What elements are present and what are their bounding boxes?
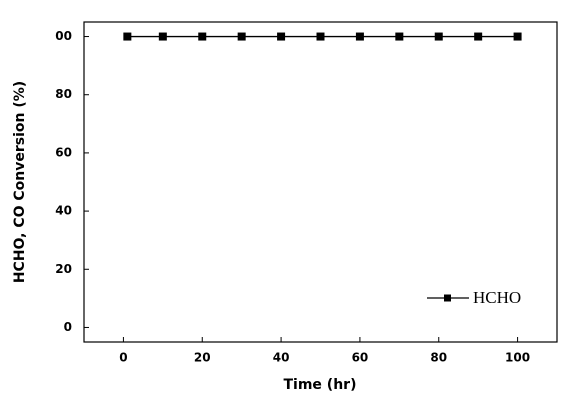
x-tick-label: 60 [352, 351, 369, 365]
legend-label: HCHO [473, 288, 521, 307]
point [513, 32, 522, 41]
y-tick-label: 80 [55, 87, 72, 101]
point [198, 32, 207, 41]
plot-frame [83, 21, 558, 343]
y-axis-label: HCHO, CO Conversion (%) [12, 81, 28, 283]
x-tick-label: 40 [273, 351, 290, 365]
x-tick-label: 100 [505, 351, 530, 365]
point [123, 32, 132, 41]
point [158, 32, 167, 41]
y-tick-label: 20 [55, 262, 72, 276]
y-tick-label: 00 [55, 29, 72, 43]
point [237, 32, 246, 41]
point [316, 32, 325, 41]
x-tick-label: 20 [194, 351, 211, 365]
point [277, 32, 286, 41]
x-tick-label: 80 [430, 351, 447, 365]
point [355, 32, 364, 41]
y-tick-label: 40 [55, 204, 72, 218]
point [395, 32, 404, 41]
y-tick-label: 0 [64, 320, 72, 334]
y-tick-label: 60 [55, 145, 72, 159]
legend-marker [444, 294, 451, 302]
x-axis-label: Time (hr) [284, 377, 357, 393]
point [474, 32, 483, 41]
point [434, 32, 443, 41]
x-tick-label: 0 [119, 351, 127, 365]
